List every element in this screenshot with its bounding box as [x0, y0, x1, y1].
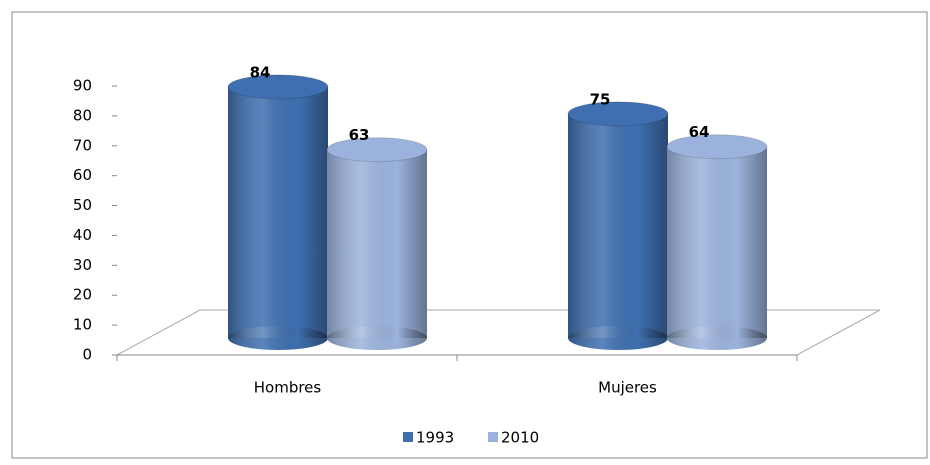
cylinder	[326, 137, 428, 350]
cylinder-top	[666, 134, 768, 160]
y-tick-label: 60	[73, 166, 92, 184]
cylinder	[227, 74, 329, 350]
cylinder-shade	[228, 86, 328, 338]
y-tick-label: 70	[73, 136, 92, 154]
x-tick-label: Hombres	[254, 379, 322, 397]
y-tick-label: 40	[73, 226, 92, 244]
legend-label: 2010	[501, 429, 539, 447]
y-tick-label: 90	[73, 77, 92, 95]
legend-swatch	[403, 432, 413, 442]
cylinder-shade	[667, 146, 767, 338]
data-label: 63	[349, 126, 370, 144]
cylinder	[666, 134, 768, 350]
cylinder-shade	[568, 113, 668, 338]
cylinder-top	[227, 74, 329, 100]
y-tick-label: 50	[73, 196, 92, 214]
x-tick-label: Mujeres	[598, 379, 657, 397]
y-tick-label: 10	[73, 316, 92, 334]
data-label: 64	[689, 123, 710, 141]
y-tick-label: 80	[73, 106, 92, 124]
chart-border	[11, 11, 928, 459]
cylinder-top	[567, 101, 669, 127]
cylinder-shade	[327, 149, 427, 338]
y-tick-label: 0	[82, 346, 92, 364]
legend-label: 1993	[416, 429, 454, 447]
legend-swatch	[488, 432, 498, 442]
cylinder	[567, 101, 669, 350]
data-label: 84	[250, 63, 271, 81]
y-tick-label: 30	[73, 256, 92, 274]
cylinder-top	[326, 137, 428, 163]
y-tick-label: 20	[73, 286, 92, 304]
data-label: 75	[590, 90, 611, 108]
